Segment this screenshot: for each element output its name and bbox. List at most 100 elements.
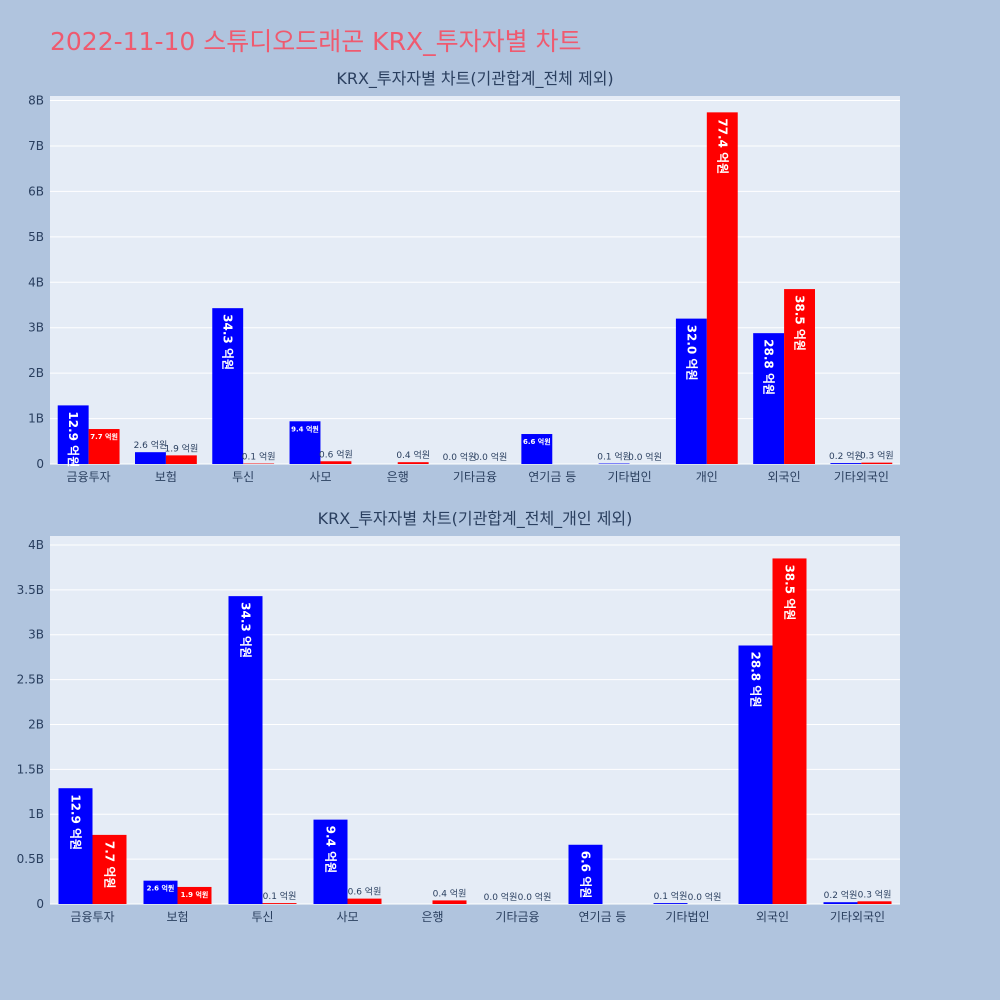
bar-buy — [675, 318, 707, 464]
bar-sell — [706, 112, 738, 464]
y-tick-label: 3B — [28, 321, 44, 335]
bar-sell — [262, 903, 297, 904]
bar-data-label: 77.4 억원 — [715, 118, 729, 174]
bar-data-label: 0.0 억원 — [474, 451, 508, 463]
bar-data-label: 2.6 억원 — [147, 884, 175, 893]
bar-data-label: 38.5 억원 — [793, 295, 807, 351]
bar-sell — [88, 429, 120, 464]
x-tick-label: 외국인 — [768, 470, 801, 484]
bar-sell — [861, 462, 893, 464]
bar-data-label: 12.9 억원 — [69, 794, 83, 850]
bar-data-label: 32.0 억원 — [684, 325, 698, 381]
y-tick-label: 2B — [28, 366, 44, 380]
chart-institutions-excluded: KRX_투자자별 차트(기관합계_전체 제외) 0 1B 2B 3B 4B 5B 6B 7B 8B… — [28, 70, 900, 484]
chart-title: KRX_투자자별 차트(기관합계_전체_개인 제외) — [318, 510, 633, 529]
bar-buy — [135, 452, 166, 464]
bar-sell — [320, 461, 352, 464]
bar-buy — [521, 434, 553, 464]
x-tick-label: 은행 — [421, 909, 443, 924]
x-tick-label: 보험 — [155, 470, 177, 484]
bar-data-label: 0.0 억원 — [484, 891, 518, 903]
bar-buy — [653, 903, 688, 904]
y-tick-label: 3B — [28, 628, 44, 642]
bar-buy — [568, 844, 603, 904]
bar-buy — [823, 902, 858, 904]
bar-buy — [228, 596, 263, 904]
bar-sell — [347, 898, 382, 904]
y-tick-label: 1B — [28, 412, 44, 426]
bar-data-label: 6.6 억원 — [579, 851, 593, 899]
bar-data-label: 34.3 억원 — [221, 314, 235, 370]
bar-sell — [772, 558, 807, 904]
bar-buy — [212, 308, 244, 464]
bar-data-label: 0.6 억원 — [348, 886, 382, 898]
bar-data-label: 0.1 억원 — [242, 451, 276, 463]
x-tick-label: 연기금 등 — [579, 910, 627, 924]
bar-data-label: 0.0 억원 — [688, 891, 722, 903]
bar-data-label: 0.1 억원 — [654, 890, 688, 902]
x-tick-label: 기타외국인 — [830, 910, 885, 924]
bar-sell — [165, 455, 197, 464]
x-tick-label: 보험 — [166, 910, 188, 924]
x-tick-label: 기타외국인 — [834, 470, 889, 484]
x-tick-label: 기타법인 — [607, 470, 651, 484]
y-tick-label: 0 — [36, 897, 44, 911]
bar-data-label: 0.0 억원 — [443, 451, 477, 463]
bar-data-label: 0.3 억원 — [860, 450, 894, 462]
x-tick-label: 연기금 등 — [528, 470, 576, 484]
y-tick-label: 5B — [28, 230, 44, 244]
bar-sell — [177, 886, 212, 904]
y-tick-label: 4B — [28, 538, 44, 552]
y-tick-label: 1B — [28, 807, 44, 821]
bar-data-label: 2.6 억원 — [134, 439, 168, 451]
bar-buy — [313, 819, 348, 904]
bar-data-label: 9.4 억원 — [324, 826, 338, 874]
bar-data-label: 1.9 억원 — [181, 890, 209, 899]
bar-buy — [830, 463, 862, 464]
y-tick-label: 0 — [36, 457, 44, 471]
chart-title: KRX_투자자별 차트(기관합계_전체 제외) — [336, 70, 613, 89]
bar-data-label: 28.8 억원 — [762, 339, 776, 395]
y-tick-label: 6B — [28, 184, 44, 198]
x-tick-label: 개인 — [696, 470, 718, 484]
bar-data-label: 0.1 억원 — [263, 890, 297, 902]
bar-sell — [92, 834, 127, 904]
x-tick-label: 기타금융 — [453, 470, 497, 484]
bar-data-label: 0.0 억원 — [628, 451, 662, 463]
x-tick-label: 은행 — [387, 469, 409, 484]
bar-sell — [784, 289, 815, 464]
bar-data-label: 0.2 억원 — [824, 889, 858, 901]
x-tick-label: 금융투자 — [70, 910, 114, 924]
bar-sell — [857, 901, 892, 904]
bar-data-label: 0.3 억원 — [858, 888, 892, 900]
bar-buy — [58, 788, 93, 904]
bar-data-label: 0.4 억원 — [396, 449, 430, 461]
x-tick-label: 기타금융 — [495, 910, 539, 924]
bar-buy — [289, 421, 321, 464]
bar-data-label: 0.4 억원 — [433, 887, 467, 899]
y-tick-label: 8B — [28, 94, 44, 108]
y-tick-label: 3.5B — [17, 583, 44, 597]
bar-data-label: 6.6 억원 — [523, 437, 551, 446]
y-tick-label: 4B — [28, 275, 44, 289]
bar-data-label: 0.6 억원 — [319, 448, 353, 460]
bar-data-label: 0.0 억원 — [518, 891, 552, 903]
bar-sell — [397, 462, 429, 464]
bar-buy — [143, 880, 178, 904]
chart-institutions-individuals-excluded: KRX_투자자별 차트(기관합계_전체_개인 제외) 0 0.5B 1B 1.5B 2B 2… — [17, 510, 900, 924]
x-tick-label: 투신 — [251, 910, 273, 924]
page-title: 2022-11-10 스튜디오드래곤 KRX_투자자별 차트 — [50, 27, 582, 56]
x-tick-label: 사모 — [309, 470, 331, 484]
bar-data-label: 0.2 억원 — [829, 450, 863, 462]
bar-data-label: 12.9 억원 — [66, 411, 80, 467]
bar-data-label: 1.9 억원 — [164, 442, 198, 454]
bar-data-label: 9.4 억원 — [291, 424, 319, 433]
x-tick-label: 기타법인 — [665, 910, 709, 924]
y-tick-label: 2.5B — [17, 673, 44, 687]
bar-data-label: 7.7 억원 — [90, 432, 118, 441]
bar-data-label: 28.8 억원 — [749, 652, 763, 708]
y-tick-label: 0.5B — [17, 852, 44, 866]
bar-buy — [738, 645, 773, 904]
x-tick-label: 투신 — [232, 470, 254, 484]
y-tick-label: 1.5B — [17, 762, 44, 776]
